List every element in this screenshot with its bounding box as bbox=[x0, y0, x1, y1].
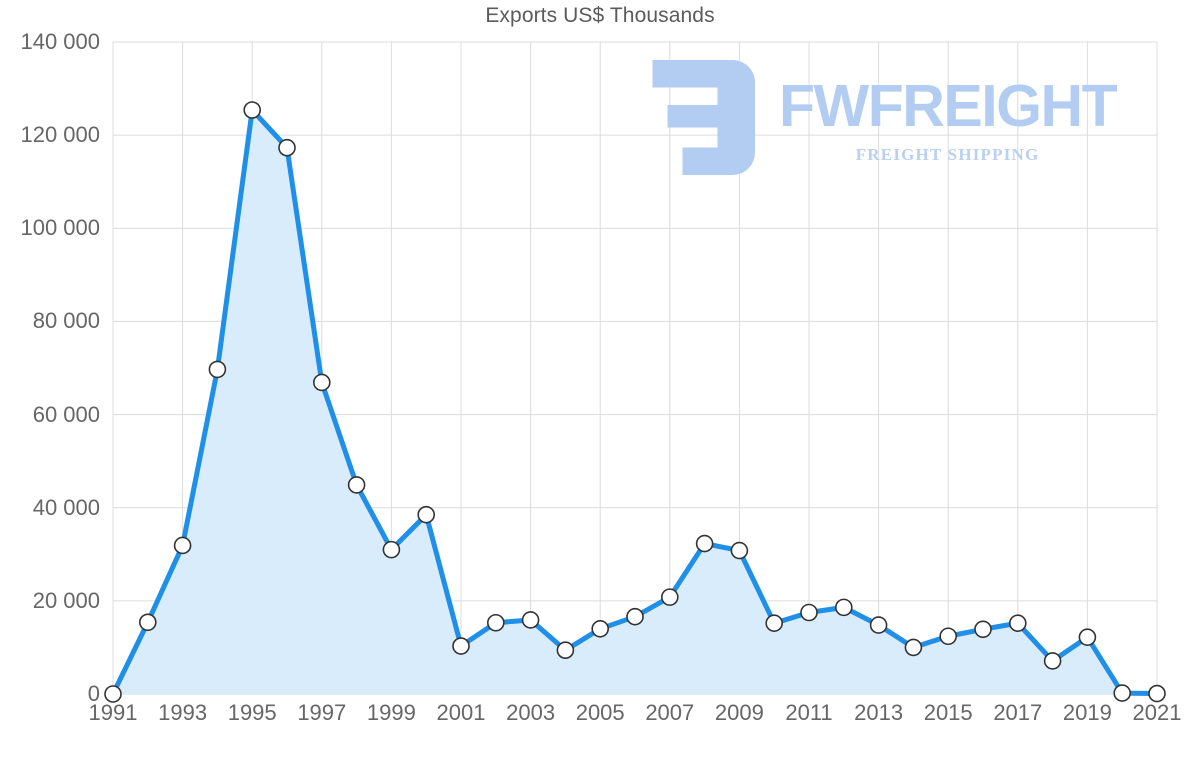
data-point-marker[interactable] bbox=[834, 598, 853, 617]
data-point-marker[interactable] bbox=[904, 638, 923, 657]
x-tick-label: 1999 bbox=[366, 700, 416, 725]
data-point-markers bbox=[104, 101, 1166, 703]
data-point-marker[interactable] bbox=[313, 373, 331, 392]
y-tick-label: 100 000 bbox=[20, 215, 100, 241]
y-tick-label: 120 000 bbox=[20, 122, 100, 148]
x-tick-label: 2021 bbox=[1132, 700, 1182, 725]
x-tick-label: 2001 bbox=[436, 700, 486, 725]
data-point-marker[interactable] bbox=[869, 616, 888, 634]
x-tick-label: 2005 bbox=[575, 700, 625, 725]
x-axis: 1991 1993 1995 1997 1999 2001 2003 2005 2007 2009… bbox=[89, 700, 1182, 742]
x-tick-label: 1993 bbox=[158, 700, 208, 725]
data-point-marker[interactable] bbox=[382, 540, 401, 559]
chart-title: Exports US$ Thousands bbox=[485, 4, 715, 27]
data-point-marker[interactable] bbox=[1113, 684, 1132, 702]
data-point-marker[interactable] bbox=[730, 541, 749, 560]
x-tick-label: 2009 bbox=[714, 700, 764, 725]
y-tick-label: 80 000 bbox=[32, 308, 100, 334]
chart-plot-svg bbox=[104, 41, 1166, 703]
data-point-marker[interactable] bbox=[104, 685, 122, 703]
data-point-marker[interactable] bbox=[1043, 652, 1062, 670]
data-point-marker[interactable] bbox=[765, 614, 784, 633]
data-point-marker[interactable] bbox=[626, 607, 644, 626]
data-point-marker[interactable] bbox=[1008, 614, 1027, 633]
data-point-marker[interactable] bbox=[173, 536, 192, 555]
y-axis: 0 20 000 40 000 60 000 80 000 100 000 120 000 1… bbox=[0, 31, 100, 705]
y-tick-label: 20 000 bbox=[32, 587, 100, 613]
data-point-marker[interactable] bbox=[452, 637, 470, 655]
data-point-marker[interactable] bbox=[1078, 628, 1097, 646]
data-point-marker[interactable] bbox=[660, 588, 679, 606]
x-tick-label: 2013 bbox=[854, 700, 904, 725]
data-point-marker[interactable] bbox=[939, 627, 958, 646]
plot-area bbox=[104, 41, 1166, 703]
y-tick-label: 140 000 bbox=[20, 29, 100, 54]
x-tick-label: 2003 bbox=[506, 700, 556, 725]
data-point-marker[interactable] bbox=[347, 476, 366, 494]
x-tick-label: 1991 bbox=[88, 700, 138, 725]
data-point-marker[interactable] bbox=[243, 101, 261, 119]
data-point-marker[interactable] bbox=[974, 620, 992, 639]
x-tick-label: 1995 bbox=[227, 700, 277, 725]
data-point-marker[interactable] bbox=[556, 641, 575, 660]
data-point-marker[interactable] bbox=[521, 611, 540, 629]
x-tick-label: 2017 bbox=[993, 700, 1043, 725]
data-point-marker[interactable] bbox=[1148, 684, 1166, 703]
data-point-marker[interactable] bbox=[695, 534, 714, 553]
data-point-marker[interactable] bbox=[486, 613, 505, 632]
y-tick-label: 60 000 bbox=[32, 401, 100, 427]
y-tick-label: 0 bbox=[87, 681, 100, 706]
data-point-marker[interactable] bbox=[138, 613, 157, 632]
data-point-marker[interactable] bbox=[591, 619, 610, 638]
data-point-marker[interactable] bbox=[278, 138, 296, 157]
data-point-marker[interactable] bbox=[800, 603, 818, 622]
data-point-marker[interactable] bbox=[208, 360, 227, 379]
x-tick-label: 2007 bbox=[645, 700, 695, 725]
data-point-marker[interactable] bbox=[417, 505, 436, 524]
area-fill bbox=[113, 109, 1157, 695]
x-tick-label: 1997 bbox=[297, 700, 347, 725]
y-tick-label: 40 000 bbox=[32, 494, 100, 520]
x-tick-label: 2011 bbox=[785, 700, 833, 725]
x-tick-label: 2015 bbox=[923, 700, 973, 725]
x-tick-label: 2019 bbox=[1062, 700, 1112, 725]
